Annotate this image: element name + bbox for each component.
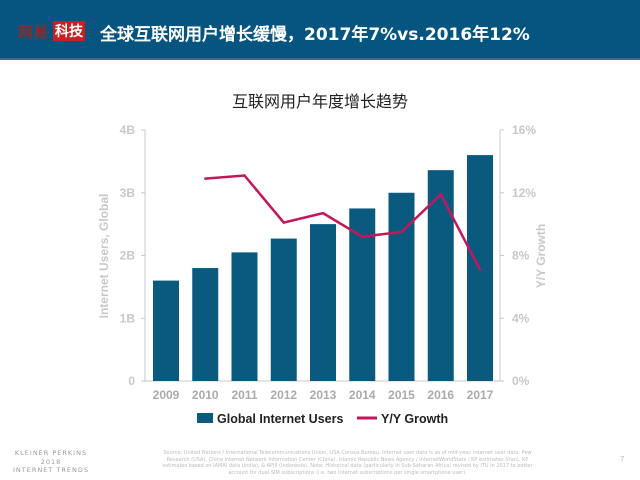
legend-label-users: Global Internet Users bbox=[217, 412, 343, 426]
brand-line: INTERNET TRENDS bbox=[13, 466, 89, 474]
growth-point-2011 bbox=[243, 174, 246, 177]
y-tick-label: 3B bbox=[120, 186, 136, 200]
growth-point-2016 bbox=[439, 193, 442, 196]
y2-tick-label: 0% bbox=[512, 374, 530, 388]
y-tick-label: 0 bbox=[128, 374, 135, 388]
x-tick-label: 2015 bbox=[388, 388, 415, 402]
legend-label-growth: Y/Y Growth bbox=[381, 412, 448, 426]
legend-swatch-users bbox=[197, 413, 213, 423]
bar-2016 bbox=[427, 170, 454, 381]
x-tick-label: 2011 bbox=[231, 388, 257, 402]
bar-2013 bbox=[310, 224, 336, 381]
growth-point-2015 bbox=[400, 230, 403, 234]
growth-point-2017 bbox=[478, 268, 482, 271]
growth-point-2013 bbox=[321, 211, 325, 215]
growth-line bbox=[205, 174, 482, 271]
y2-axis-label: Y/Y Growth bbox=[534, 224, 548, 288]
brand-line: 2018 bbox=[40, 457, 62, 466]
brand-line: KLEINER PERKINS bbox=[14, 449, 88, 457]
y-axis-label: Internet Users, Global bbox=[97, 194, 111, 319]
growth-point-2014 bbox=[361, 235, 364, 238]
bar-2010 bbox=[192, 268, 219, 381]
x-tick-label: 2017 bbox=[467, 388, 494, 402]
x-tick-label: 2013 bbox=[310, 388, 337, 402]
y2-tick-label: 8% bbox=[512, 249, 530, 263]
x-tick-label: 2012 bbox=[270, 388, 297, 402]
kp-brand: KLEINER PERKINS 2018 INTERNET TRENDS bbox=[6, 449, 96, 475]
y2-tick-label: 16% bbox=[512, 123, 536, 137]
y-tick-label: 2B bbox=[120, 249, 136, 263]
header-bar: 网易 科技 全球互联网用户增长缓慢，2017年7%vs.2016年12% bbox=[0, 0, 640, 60]
bar-2009 bbox=[153, 280, 179, 381]
x-tick-label: 2014 bbox=[349, 388, 376, 402]
x-tick-label: 2016 bbox=[427, 388, 454, 402]
page-number: 7 bbox=[620, 455, 625, 463]
logo-netease: 网易 bbox=[18, 23, 49, 41]
bar-2012 bbox=[270, 238, 297, 381]
logo-tech: 科技 bbox=[53, 21, 85, 41]
slide-title: 全球互联网用户增长缓慢，2017年7%vs.2016年12% bbox=[100, 25, 530, 45]
y2-tick-label: 4% bbox=[512, 311, 530, 325]
x-tick-label: 2010 bbox=[192, 388, 219, 402]
chart-title: 互联网用户年度增长趋势 bbox=[231, 92, 408, 111]
bar-2011 bbox=[231, 252, 258, 381]
y2-tick-label: 12% bbox=[512, 186, 536, 200]
growth-point-2012 bbox=[282, 221, 285, 224]
y-tick-label: 4B bbox=[120, 123, 136, 137]
bar-2014 bbox=[349, 208, 376, 381]
bar-2015 bbox=[388, 192, 415, 381]
y-tick-label: 1B bbox=[120, 311, 136, 325]
x-tick-label: 2009 bbox=[153, 388, 180, 402]
source-note: Source: United Nations / International T… bbox=[162, 450, 533, 476]
growth-point-2010 bbox=[204, 177, 207, 180]
